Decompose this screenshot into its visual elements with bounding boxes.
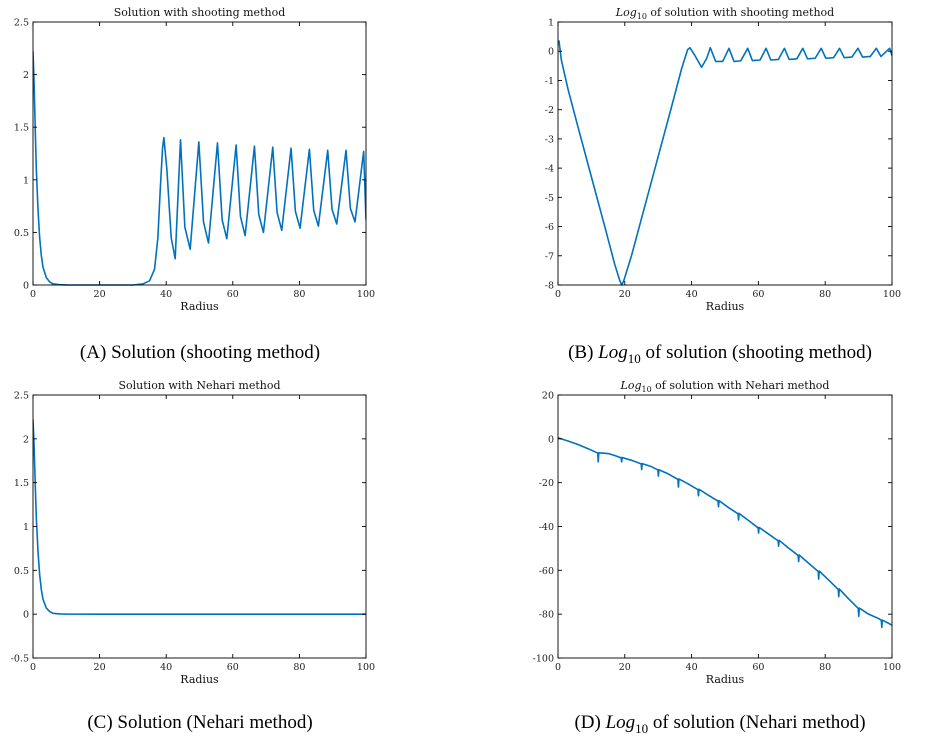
- y-tick-label: 20: [542, 391, 554, 402]
- y-tick-label: 0: [23, 281, 29, 292]
- y-tick-label: -6: [545, 222, 554, 233]
- plot-frame: [32, 21, 367, 286]
- x-axis-label: Radius: [706, 673, 745, 686]
- y-tick-label: -0.5: [11, 654, 29, 665]
- y-tick-label: -80: [539, 610, 554, 621]
- x-tick-label: 20: [619, 662, 631, 673]
- figure-caption: (A) Solution (shooting method): [80, 342, 320, 363]
- x-tick-label: 100: [883, 289, 901, 300]
- x-tick-label: 80: [819, 662, 831, 673]
- y-tick-label: 1: [23, 175, 29, 186]
- x-tick-label: 0: [30, 662, 36, 673]
- y-tick-label: -7: [545, 251, 554, 262]
- y-tick-label: 1.5: [14, 478, 29, 489]
- x-tick-label: 40: [686, 662, 698, 673]
- x-tick-label: 20: [94, 662, 106, 673]
- x-tick-label: 40: [160, 289, 172, 300]
- x-tick-label: 60: [752, 662, 764, 673]
- y-tick-label: 2: [23, 434, 29, 445]
- figure-caption: (B) Log10 of solution (shooting method): [568, 342, 872, 366]
- y-tick-label: -2: [545, 105, 554, 116]
- series-line-c: [33, 419, 366, 615]
- plot-frame: [32, 394, 367, 659]
- x-tick-label: 100: [883, 662, 901, 673]
- y-tick-label: 2.5: [14, 391, 29, 402]
- y-tick-label: -8: [545, 281, 554, 292]
- x-axis-label: Radius: [180, 673, 219, 686]
- x-tick-label: 0: [30, 289, 36, 300]
- y-tick-label: 0.5: [14, 566, 29, 577]
- y-tick-label: 1: [548, 18, 554, 29]
- series-line-d: [558, 436, 892, 629]
- y-tick-label: -1: [545, 76, 554, 87]
- plot-title: Log10 of solution with shooting method: [615, 6, 834, 21]
- y-tick-label: -40: [539, 522, 554, 533]
- y-tick-label: 0: [23, 610, 29, 621]
- x-tick-label: 100: [357, 289, 375, 300]
- x-tick-label: 20: [619, 289, 631, 300]
- plot-title: Solution with Nehari method: [119, 379, 281, 392]
- x-tick-label: 40: [686, 289, 698, 300]
- y-tick-label: 0.5: [14, 228, 29, 239]
- x-tick-label: 80: [293, 289, 305, 300]
- y-tick-label: 1: [23, 522, 29, 533]
- x-tick-label: 100: [357, 662, 375, 673]
- x-tick-label: 40: [160, 662, 172, 673]
- x-tick-label: 60: [227, 662, 239, 673]
- chart-panel-d: 0 20 40 60 80 100 -100 -80 -60 -40 -20 0 20 Radius Log…: [533, 379, 901, 736]
- y-tick-label: 0: [548, 434, 554, 445]
- y-tick-label: -100: [533, 654, 554, 665]
- y-tick-label: -5: [545, 193, 554, 204]
- plot-frame: [557, 394, 893, 659]
- series-line-b: [558, 40, 892, 286]
- figure-caption: (C) Solution (Nehari method): [87, 712, 312, 733]
- plot-frame: [557, 21, 893, 286]
- x-tick-label: 0: [555, 289, 561, 300]
- chart-panel-c: 0 20 40 60 80 100-0.500.511.522.5RadiusSoluti…: [11, 379, 375, 733]
- x-axis-label: Radius: [180, 300, 219, 313]
- y-tick-label: -60: [539, 566, 554, 577]
- y-tick-label: 2: [23, 70, 29, 81]
- y-tick-label: -20: [539, 478, 554, 489]
- x-tick-label: 80: [293, 662, 305, 673]
- x-tick-label: 80: [819, 289, 831, 300]
- x-tick-label: 20: [94, 289, 106, 300]
- plot-title: Log10 of solution with Nehari method: [620, 379, 830, 394]
- y-tick-label: -3: [545, 134, 554, 145]
- y-tick-label: -4: [545, 164, 554, 175]
- figure-caption: (D) Log10 of solution (Nehari method): [574, 712, 865, 736]
- y-tick-label: 0: [548, 47, 554, 58]
- y-tick-label: 2.5: [14, 18, 29, 29]
- series-line-a: [33, 51, 366, 286]
- y-tick-label: 1.5: [14, 123, 29, 134]
- chart-panel-b: 0 20 40 60 80 100 -8 -7 -6 -5 -4 -3 -2 -1 0 1 Radius Log1…: [545, 6, 901, 366]
- x-tick-label: 60: [227, 289, 239, 300]
- chart-panel-a: 0 20 40 60 80 100 0 0.5 1 1.5 2 2.5 Radius Solution w…: [14, 6, 375, 363]
- x-axis-label: Radius: [706, 300, 745, 313]
- plot-title: Solution with shooting method: [114, 6, 285, 19]
- x-tick-label: 0: [555, 662, 561, 673]
- x-tick-label: 60: [752, 289, 764, 300]
